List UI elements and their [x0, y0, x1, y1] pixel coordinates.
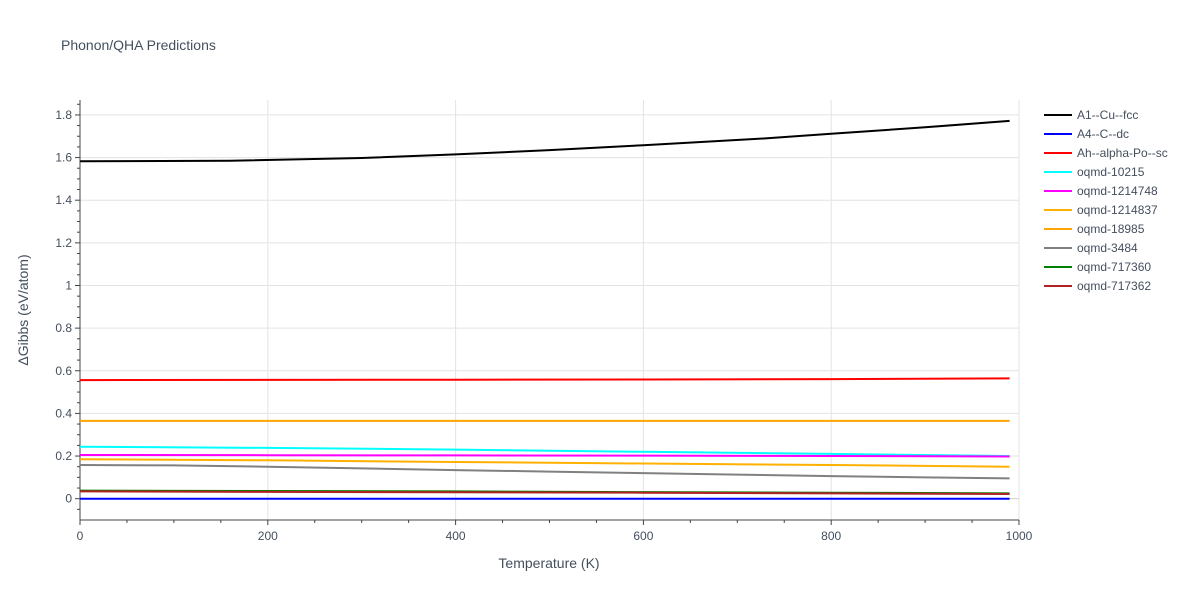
- y-tick-label: 0.8: [55, 321, 72, 335]
- series-line-oqmd-717362: [79, 490, 1010, 495]
- legend-item[interactable]: Ah--alpha-Po--sc: [1044, 146, 1168, 160]
- legend-label: A4--C--dc: [1077, 127, 1129, 141]
- y-tick-label: 0.4: [55, 406, 72, 420]
- x-tick-label: 200: [258, 529, 278, 543]
- y-tick-label: 0.2: [55, 449, 72, 463]
- series-line-Ah--alpha-Po--sc: [79, 377, 1010, 382]
- legend-label: oqmd-18985: [1077, 222, 1145, 236]
- legend-item[interactable]: A4--C--dc: [1044, 127, 1129, 141]
- x-tick-label: 600: [633, 529, 653, 543]
- chart-title: Phonon/QHA Predictions: [61, 37, 216, 53]
- y-tick-label: 0.6: [55, 364, 72, 378]
- legend[interactable]: A1--Cu--fcc A4--C--dc Ah--alpha-Po--sc oqmd…: [1044, 108, 1168, 293]
- legend-item[interactable]: oqmd-3484: [1044, 241, 1138, 255]
- y-tick-label: 1.4: [55, 193, 72, 207]
- y-tick-label: 1.8: [55, 108, 72, 122]
- series-line-oqmd-3484: [79, 464, 1010, 480]
- legend-label: oqmd-1214748: [1077, 184, 1158, 198]
- y-tick-label: 0: [65, 492, 72, 506]
- series-line-A1--Cu--fcc: [79, 119, 1010, 163]
- y-tick-label: 1.6: [55, 151, 72, 165]
- legend-item[interactable]: oqmd-1214748: [1044, 184, 1158, 198]
- x-tick-label: 400: [446, 529, 466, 543]
- legend-label: A1--Cu--fcc: [1077, 108, 1138, 122]
- plot-area: [79, 119, 1010, 500]
- series-line-oqmd-1214748: [79, 454, 1010, 458]
- legend-label: oqmd-10215: [1077, 165, 1145, 179]
- x-tick-label: 800: [821, 529, 841, 543]
- legend-label: oqmd-717360: [1077, 260, 1151, 274]
- legend-item[interactable]: oqmd-717360: [1044, 260, 1151, 274]
- y-tick-label: 1.2: [55, 236, 72, 250]
- series-line-oqmd-10215: [79, 445, 1010, 457]
- legend-label: oqmd-717362: [1077, 279, 1151, 293]
- x-tick-label: 1000: [1006, 529, 1033, 543]
- y-axis-title: ΔGibbs (eV/atom): [15, 254, 31, 365]
- legend-item[interactable]: A1--Cu--fcc: [1044, 108, 1138, 122]
- legend-item[interactable]: oqmd-18985: [1044, 222, 1145, 236]
- tick-labels: 0 200 400 600 800 1000 0 0.2 0.4 0.6 0.8 1 1.2 1.4 1.6…: [55, 108, 1032, 543]
- x-axis-title: Temperature (K): [498, 555, 599, 571]
- legend-label: oqmd-1214837: [1077, 203, 1158, 217]
- legend-item[interactable]: oqmd-717362: [1044, 279, 1151, 293]
- legend-item[interactable]: oqmd-10215: [1044, 165, 1145, 179]
- legend-label: Ah--alpha-Po--sc: [1077, 146, 1168, 160]
- y-tick-label: 1: [65, 278, 72, 292]
- axes: [75, 100, 1020, 525]
- series-line-oqmd-1214837: [79, 458, 1010, 468]
- legend-label: oqmd-3484: [1077, 241, 1138, 255]
- legend-item[interactable]: oqmd-1214837: [1044, 203, 1158, 217]
- x-tick-label: 0: [77, 529, 84, 543]
